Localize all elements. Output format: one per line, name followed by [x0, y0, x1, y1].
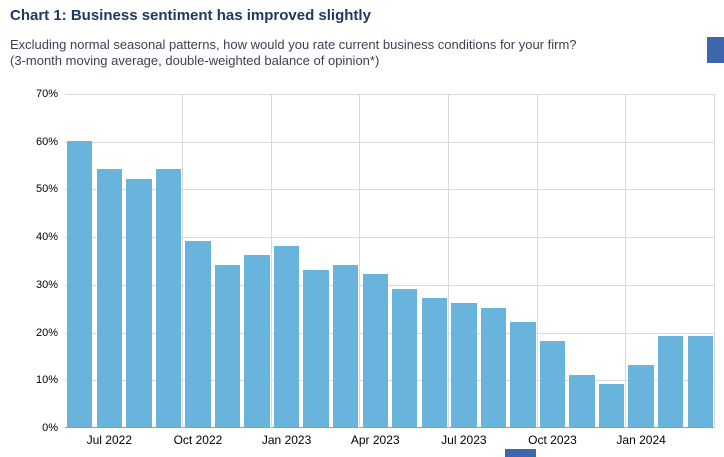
x-tick-label: Jan 2023	[261, 433, 312, 447]
y-tick-label: 70%	[35, 88, 58, 100]
bar-feb-2023	[303, 269, 329, 427]
y-tick-label: 30%	[35, 278, 58, 291]
bar-slot	[656, 94, 686, 428]
bar-apr-2023	[362, 274, 388, 427]
gridline-horizontal	[65, 189, 715, 191]
gridline-horizontal	[65, 141, 715, 143]
gridline-vertical	[270, 94, 272, 428]
bar-slot	[272, 94, 302, 428]
bar-slot	[124, 94, 154, 428]
gridline-horizontal	[65, 284, 715, 286]
x-tick-label: Oct 2023	[528, 433, 577, 447]
blue-bar-decoration	[505, 449, 536, 457]
bar-slot	[301, 94, 331, 428]
bar-slot	[597, 94, 627, 428]
gridline-horizontal	[65, 237, 715, 239]
bar-slot	[213, 94, 243, 428]
y-tick-label: 60%	[35, 135, 58, 148]
bar-slot	[242, 94, 272, 428]
chart-subtitle-line-2: (3-month moving average, double-weighted…	[10, 53, 380, 68]
x-tick-label: Jul 2023	[441, 433, 487, 447]
bar-slot	[420, 94, 450, 428]
bar-slot	[183, 94, 213, 428]
y-tick-label: 0%	[42, 422, 58, 434]
gridline-vertical	[536, 94, 538, 428]
bar-jul-2023	[451, 302, 477, 427]
bar-jan-2024	[628, 364, 654, 427]
y-tick-label: 20%	[35, 326, 58, 339]
bar-slot	[685, 94, 715, 428]
bar-feb-2024	[657, 336, 684, 427]
plot-area	[65, 94, 715, 428]
bar-slot	[154, 94, 184, 428]
bar-aug-2022	[126, 178, 152, 427]
bar-slot	[390, 94, 420, 428]
bar-slot	[95, 94, 125, 428]
bar-jul-2022	[96, 169, 122, 427]
y-tick-label: 50%	[35, 183, 58, 196]
gridline-vertical	[714, 94, 715, 428]
x-axis: Jul 2022 Oct 2022 Jan 2023 Apr 2023 Jul 2023…	[65, 433, 715, 451]
x-axis-line	[65, 427, 715, 428]
y-tick-label: 40%	[35, 231, 58, 244]
gridline-horizontal	[65, 94, 715, 95]
bar-slot	[626, 94, 656, 428]
bar-slot	[508, 94, 538, 428]
chart-subtitle: Excluding normal seasonal patterns, how …	[10, 37, 577, 69]
gridline-vertical	[625, 94, 627, 428]
chart-subtitle-line-1: Excluding normal seasonal patterns, how …	[10, 37, 577, 52]
x-tick-label: Jan 2024	[616, 433, 666, 447]
bar-nov-2023	[569, 374, 595, 427]
bar-sep-2023	[510, 322, 536, 427]
bar-dec-2023	[598, 384, 625, 427]
bar-slot	[331, 94, 361, 428]
bar-mar-2024	[687, 336, 713, 427]
bar-jan-2023	[273, 245, 300, 427]
chart-title: Chart 1: Business sentiment has improved…	[10, 7, 371, 24]
bar-mar-2023	[332, 264, 359, 427]
bar-sep-2022	[155, 169, 182, 427]
bar-dec-2022	[244, 255, 270, 427]
bar-slot	[479, 94, 509, 428]
x-tick-label: Apr 2023	[350, 433, 400, 447]
gridline-vertical	[448, 94, 450, 428]
gridline-horizontal	[65, 380, 715, 382]
bar-slot	[538, 94, 568, 428]
bar-nov-2022	[214, 264, 241, 427]
bar-may-2023	[392, 288, 418, 427]
bar-slot	[567, 94, 597, 428]
bar-oct-2023	[539, 341, 566, 427]
gridline-vertical	[359, 94, 361, 428]
blue-square-decoration	[707, 37, 724, 63]
y-axis: 0% 10% 20% 30% 40% 50% 60% 70%	[0, 88, 58, 434]
x-tick-label: Oct 2022	[173, 433, 223, 447]
bar-slot	[360, 94, 390, 428]
bar-oct-2022	[185, 240, 211, 427]
bar-slot	[65, 94, 95, 428]
bar-jun-2023	[421, 298, 447, 427]
x-tick-label: Jul 2022	[86, 433, 132, 447]
bar-jun-2022	[67, 140, 93, 427]
bar-slot	[449, 94, 479, 428]
y-tick-label: 10%	[35, 374, 58, 387]
gridline-vertical	[182, 94, 184, 428]
gridline-horizontal	[65, 332, 715, 334]
bar-aug-2023	[480, 307, 507, 427]
